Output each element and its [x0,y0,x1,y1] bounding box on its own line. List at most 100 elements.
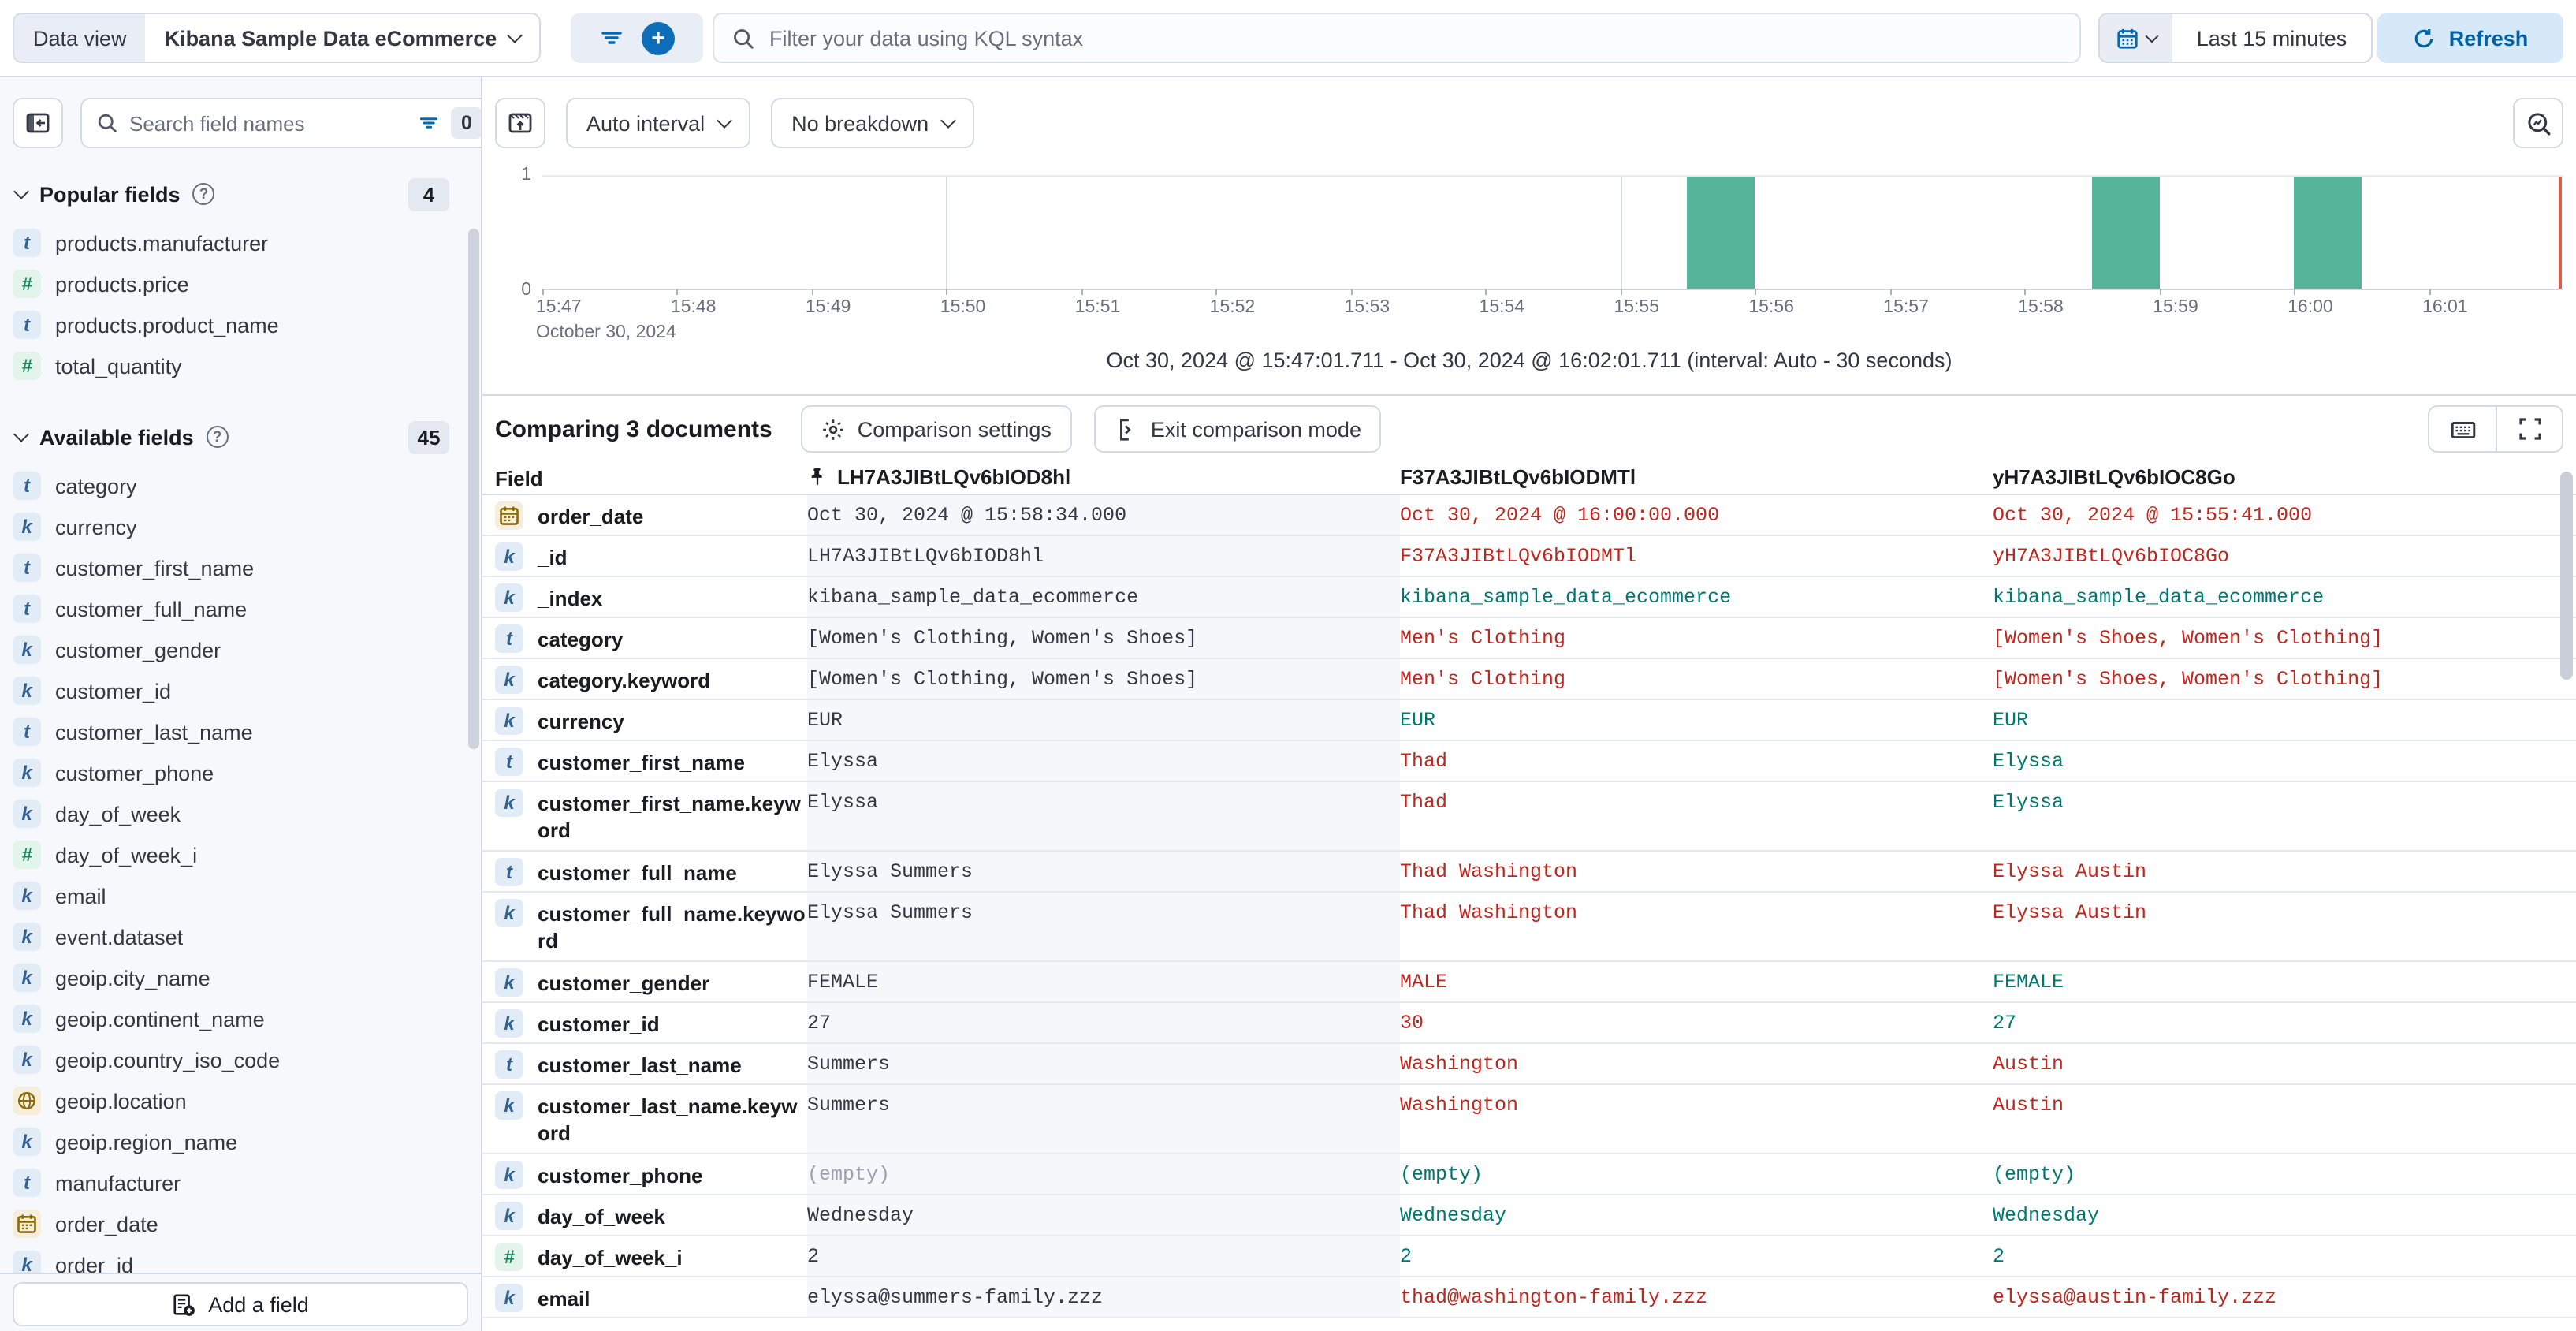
collapse-sidebar-button[interactable] [13,98,63,148]
doc-value-cell[interactable]: Thad Washington [1400,902,1578,924]
doc-column-header[interactable]: F37A3JIBtLQv6bIODMTl [1400,465,1993,494]
doc-value-cell[interactable]: 30 [1400,1012,1424,1035]
doc-value-cell[interactable]: FEMALE [807,962,1400,1001]
field-name-cell[interactable]: k currency [495,700,807,740]
doc-value-cell[interactable]: 2 [1400,1246,1413,1268]
popular-fields-header[interactable]: Popular fields ? 4 [0,177,465,211]
sidebar-field-item[interactable]: k geoip.country_iso_code [0,1039,471,1080]
refresh-button[interactable]: Refresh [2377,13,2563,63]
doc-value-cell[interactable]: Wednesday [1400,1205,1507,1227]
doc-value-cell[interactable]: 2 [1993,1246,2005,1268]
field-name-cell[interactable]: k day_of_week [495,1195,807,1235]
doc-value-cell[interactable]: Oct 30, 2024 @ 15:58:34.000 [807,495,1400,535]
sidebar-field-item[interactable]: k geoip.continent_name [0,998,471,1039]
doc-value-cell[interactable]: Elyssa Summers [807,852,1400,891]
histogram-bar[interactable] [2294,177,2362,289]
sidebar-field-item[interactable]: # products.price [0,263,471,304]
sidebar-scrollbar[interactable] [468,229,479,749]
doc-value-cell[interactable]: Men's Clothing [1400,669,1566,691]
sidebar-field-item[interactable]: t manufacturer [0,1162,471,1203]
field-name-cell[interactable]: t customer_last_name [495,1044,807,1083]
sidebar-field-item[interactable]: t products.product_name [0,304,471,345]
sidebar-field-item[interactable]: t customer_last_name [0,711,471,752]
histogram-bar[interactable] [1687,177,1755,289]
doc-value-cell[interactable]: Elyssa Summers [807,893,1400,960]
sidebar-field-item[interactable]: # day_of_week_i [0,834,471,875]
sidebar-field-item[interactable]: k geoip.city_name [0,957,471,998]
field-name-cell[interactable]: order_date [495,495,807,535]
doc-value-cell[interactable]: Thad Washington [1400,861,1578,883]
field-name-cell[interactable]: k _id [495,536,807,576]
doc-value-cell[interactable]: 27 [1993,1012,2017,1035]
field-name-cell[interactable]: # day_of_week_i [495,1236,807,1276]
doc-value-cell[interactable]: [Women's Clothing, Women's Shoes] [807,618,1400,658]
sidebar-field-item[interactable]: k geoip.region_name [0,1121,471,1162]
sidebar-field-item[interactable]: k day_of_week [0,793,471,834]
interval-select[interactable]: Auto interval [566,98,751,148]
sidebar-field-item[interactable]: k email [0,875,471,916]
available-fields-header[interactable]: Available fields ? 45 [0,420,465,453]
doc-value-cell[interactable]: MALE [1400,971,1448,994]
field-column-header[interactable]: Field [495,465,807,494]
doc-value-cell[interactable]: (empty) [807,1154,1400,1194]
doc-column-header[interactable]: yH7A3JIBtLQv6bIOC8Go [1993,465,2576,494]
field-name-cell[interactable]: k customer_phone [495,1154,807,1194]
doc-value-cell[interactable]: FEMALE [1993,971,2064,994]
field-name-cell[interactable]: k customer_gender [495,962,807,1001]
doc-value-cell[interactable]: Washington [1400,1094,1519,1117]
doc-value-cell[interactable]: kibana_sample_data_ecommerce [807,577,1400,617]
doc-value-cell[interactable]: Summers [807,1044,1400,1083]
field-filter-icon[interactable] [418,112,440,134]
doc-value-cell[interactable]: (empty) [1993,1164,2076,1186]
filter-lines-icon[interactable] [599,25,624,50]
doc-value-cell[interactable]: [Women's Shoes, Women's Clothing] [1993,628,2384,650]
field-name-cell[interactable]: k customer_first_name.keyword [495,782,807,850]
data-view-value[interactable]: Kibana Sample Data eCommerce [146,14,540,62]
doc-value-cell[interactable]: elyssa@summers-family.zzz [807,1277,1400,1317]
sidebar-field-item[interactable]: geoip.location [0,1080,471,1121]
kql-query-input[interactable] [769,26,2062,50]
sidebar-field-item[interactable]: t customer_first_name [0,547,471,588]
doc-value-cell[interactable]: Men's Clothing [1400,628,1566,650]
field-name-cell[interactable]: t customer_full_name [495,852,807,891]
doc-value-cell[interactable]: Summers [807,1085,1400,1153]
doc-value-cell[interactable]: Wednesday [807,1195,1400,1235]
doc-value-cell[interactable]: Oct 30, 2024 @ 16:00:00.000 [1400,505,1720,527]
doc-value-cell[interactable]: thad@washington-family.zzz [1400,1287,1708,1309]
doc-value-cell[interactable]: Elyssa Austin [1993,902,2147,924]
sidebar-field-item[interactable]: k customer_gender [0,629,471,670]
doc-value-cell[interactable]: Thad [1400,751,1448,773]
field-name-cell[interactable]: k customer_id [495,1003,807,1042]
field-search-input[interactable] [129,111,407,135]
table-scrollbar[interactable] [2560,472,2573,680]
hide-chart-button[interactable] [495,98,545,148]
field-search-box[interactable]: 0 [80,98,481,148]
sidebar-field-item[interactable]: t customer_full_name [0,588,471,629]
doc-value-cell[interactable]: kibana_sample_data_ecommerce [1993,587,2325,609]
comparison-settings-button[interactable]: Comparison settings [800,405,1072,453]
doc-value-cell[interactable]: F37A3JIBtLQv6bIODMTl [1400,546,1637,568]
doc-value-cell[interactable]: 27 [807,1003,1400,1042]
field-name-cell[interactable]: t category [495,618,807,658]
doc-value-cell[interactable]: EUR [1400,710,1436,732]
doc-value-cell[interactable]: 2 [807,1236,1400,1276]
doc-value-cell[interactable]: Elyssa [807,741,1400,781]
doc-value-cell[interactable]: Austin [1993,1053,2064,1076]
fullscreen-button[interactable] [2496,407,2562,451]
doc-value-cell[interactable]: Washington [1400,1053,1519,1076]
doc-value-cell[interactable]: Wednesday [1993,1205,2100,1227]
field-name-cell[interactable]: k category.keyword [495,659,807,699]
doc-value-cell[interactable]: [Women's Clothing, Women's Shoes] [807,659,1400,699]
doc-column-header[interactable]: LH7A3JIBtLQv6bIOD8hl [807,465,1400,494]
doc-value-cell[interactable]: [Women's Shoes, Women's Clothing] [1993,669,2384,691]
doc-value-cell[interactable]: Thad [1400,792,1448,814]
document-histogram-chart[interactable]: 1 0 October 30, 2024 15:47 15:48 15:49 15:5… [521,166,2563,342]
histogram-bar[interactable] [2091,177,2160,289]
time-range-value[interactable]: Last 15 minutes [2196,26,2347,50]
doc-value-cell[interactable]: Elyssa [1993,751,2064,773]
edit-visualization-button[interactable] [2513,98,2563,148]
sidebar-field-item[interactable]: k currency [0,506,471,547]
sidebar-field-item[interactable]: order_date [0,1203,471,1244]
sidebar-field-item[interactable]: k customer_id [0,670,471,711]
doc-value-cell[interactable]: EUR [807,700,1400,740]
